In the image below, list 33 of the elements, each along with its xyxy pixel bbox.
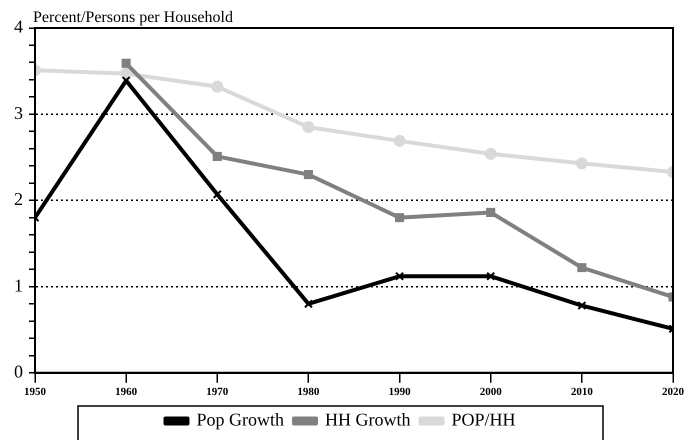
- y-axis-title: Percent/Persons per Household: [33, 9, 233, 26]
- point: [395, 213, 404, 222]
- point: [486, 208, 496, 218]
- point: [395, 272, 404, 281]
- point: [486, 272, 496, 281]
- point: [577, 301, 586, 310]
- y-tick-label: 1: [14, 275, 23, 296]
- point: [304, 299, 313, 308]
- point: [212, 152, 222, 161]
- x-tick-label: 1960: [115, 386, 138, 398]
- y-tick-label: 0: [14, 362, 23, 382]
- legend-label: HH Growth: [324, 410, 410, 430]
- x-tick-label: 1990: [388, 386, 412, 398]
- point: [577, 263, 586, 272]
- point: [304, 170, 313, 180]
- point: [484, 148, 497, 160]
- x-tick-label: 2000: [480, 386, 502, 398]
- x-tick-label: 1950: [24, 386, 46, 398]
- x-tick-label: 2020: [662, 386, 684, 398]
- y-tick-label: 4: [14, 16, 23, 37]
- point: [302, 121, 314, 134]
- y-tick-label: 2: [14, 189, 23, 210]
- x-tick-label: 1980: [297, 386, 320, 398]
- legend-label: Pop Growth: [196, 410, 284, 430]
- legend-label: POP/HH: [451, 410, 516, 430]
- x-tick-label: 2010: [570, 386, 594, 398]
- point: [394, 134, 406, 147]
- point: [211, 80, 224, 93]
- x-tick-label: 1970: [206, 386, 229, 398]
- point: [212, 190, 222, 199]
- y-tick-label: 3: [14, 102, 23, 123]
- point: [576, 157, 588, 170]
- point: [122, 58, 131, 68]
